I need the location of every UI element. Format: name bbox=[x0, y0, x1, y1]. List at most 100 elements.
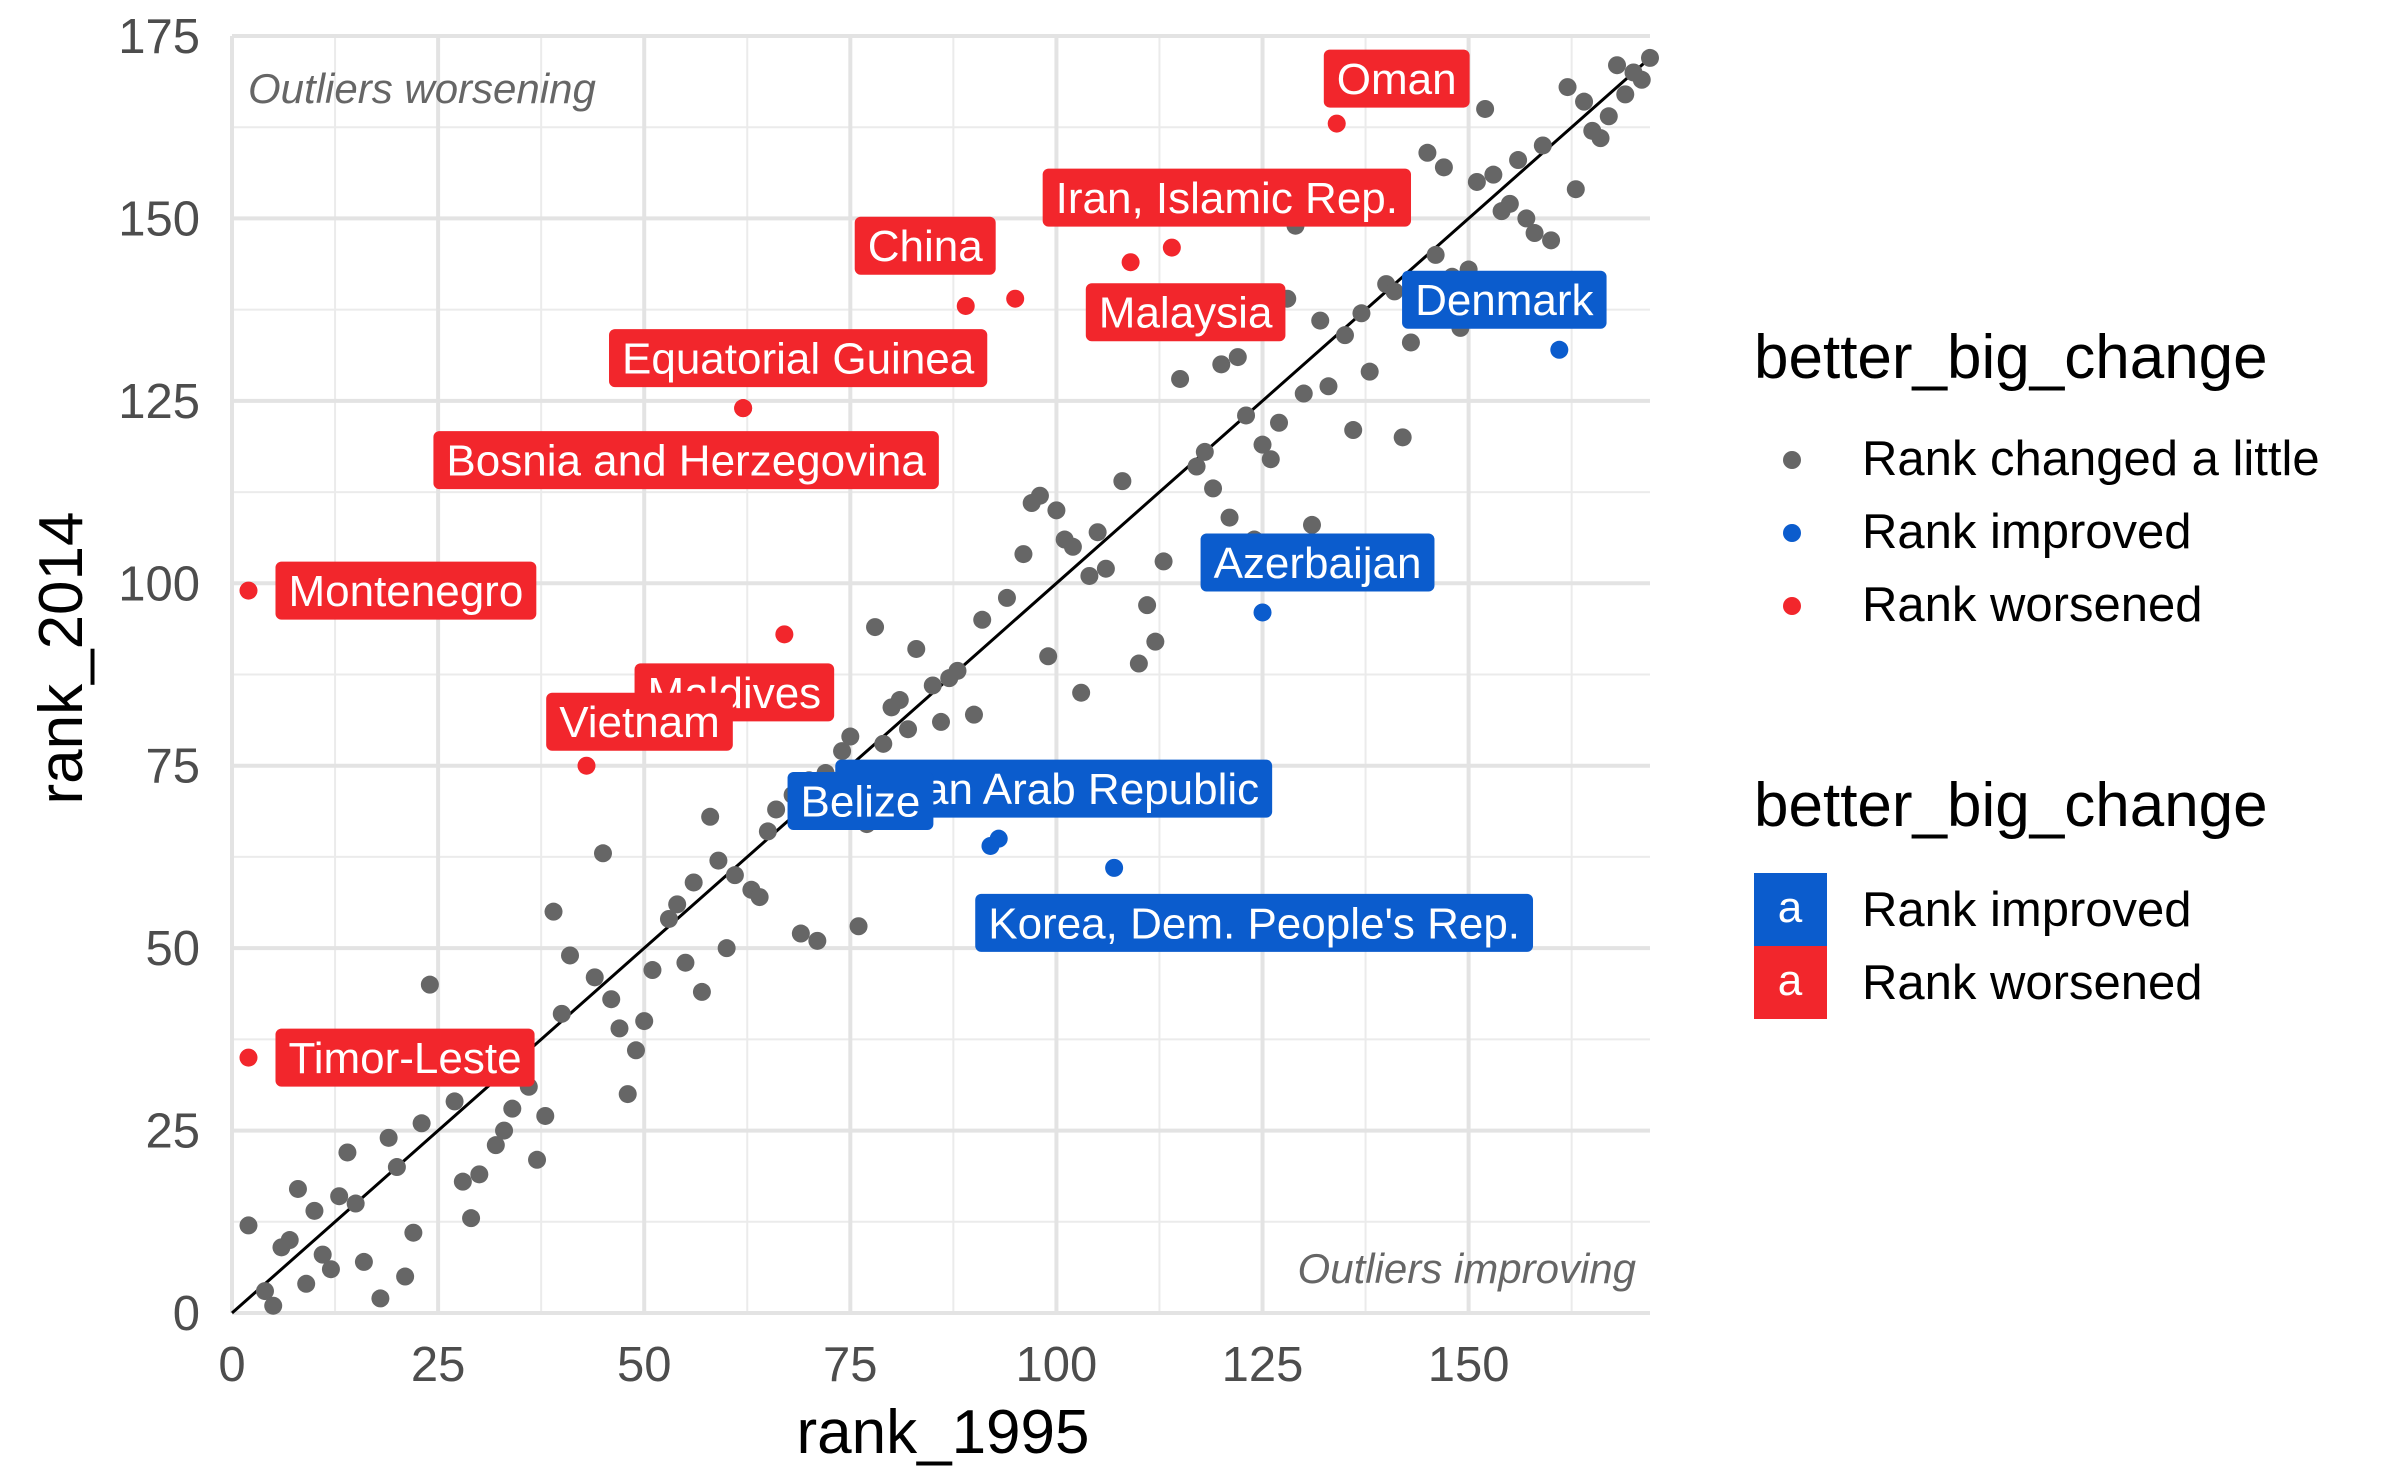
point-rank-changed-a-little bbox=[1608, 56, 1627, 75]
label-box bbox=[609, 329, 988, 388]
legend-labels-title: better_big_change bbox=[1754, 771, 2268, 840]
point-rank-changed-a-little bbox=[1146, 632, 1165, 651]
point-rank-changed-a-little bbox=[602, 990, 621, 1009]
point-rank-worsened bbox=[577, 756, 596, 775]
label-text: Montenegro bbox=[288, 567, 523, 616]
point-rank-changed-a-little bbox=[668, 895, 687, 914]
point-rank-changed-a-little bbox=[1575, 92, 1594, 111]
label-box bbox=[975, 893, 1534, 952]
label-text: Korea, Dem. People's Rep. bbox=[988, 899, 1520, 948]
point-rank-changed-a-little bbox=[486, 1136, 505, 1155]
point-rank-changed-a-little bbox=[1517, 209, 1536, 228]
point-rank-changed-a-little bbox=[684, 873, 703, 892]
point-rank-changed-a-little bbox=[1632, 70, 1651, 89]
point-rank-changed-a-little bbox=[1484, 165, 1503, 184]
point-rank-changed-a-little bbox=[470, 1165, 489, 1184]
point-rank-changed-a-little bbox=[321, 1260, 340, 1279]
point-rank-changed-a-little bbox=[338, 1143, 357, 1162]
point-rank-changed-a-little bbox=[1467, 172, 1486, 191]
point-rank-changed-a-little bbox=[453, 1172, 472, 1191]
point-rank-changed-a-little bbox=[659, 909, 678, 928]
point-rank-changed-a-little bbox=[255, 1282, 274, 1301]
point-rank-changed-a-little bbox=[964, 705, 983, 724]
point-rank-changed-a-little bbox=[1063, 537, 1082, 556]
point-rank-changed-a-little bbox=[1195, 442, 1214, 461]
point-rank-changed-a-little bbox=[767, 800, 786, 819]
point-rank-changed-a-little bbox=[692, 982, 711, 1001]
legend-key-improved-label: Rank improved bbox=[1862, 883, 2192, 937]
point-rank-changed-a-little bbox=[610, 1019, 629, 1038]
label-text: Bosnia and Herzegovina bbox=[446, 437, 926, 486]
label-azerbaijan: Azerbaijan bbox=[1200, 533, 1435, 592]
label-text: Azerbaijan bbox=[1214, 539, 1422, 588]
point-rank-changed-a-little bbox=[1047, 501, 1066, 520]
annotation-outliers-improving: Outliers improving bbox=[1298, 1245, 1636, 1292]
point-rank-changed-a-little bbox=[1212, 355, 1231, 374]
point-rank-changed-a-little bbox=[997, 588, 1016, 607]
point-rank-changed-a-little bbox=[1302, 515, 1321, 534]
legend-key-worsened-letter: a bbox=[1778, 956, 1803, 1005]
label-box bbox=[275, 1028, 535, 1087]
point-rank-changed-a-little bbox=[585, 968, 604, 987]
point-rank-changed-a-little bbox=[1138, 596, 1157, 615]
point-rank-changed-a-little bbox=[1533, 136, 1552, 155]
y-tick-label: 25 bbox=[145, 1105, 200, 1159]
point-rank-changed-a-little bbox=[635, 1012, 654, 1031]
y-tick-label: 75 bbox=[145, 740, 200, 794]
label-text: Belize bbox=[801, 777, 921, 826]
y-tick-label: 175 bbox=[118, 10, 200, 64]
point-rank-worsened bbox=[1121, 253, 1140, 272]
legend-points-title: better_big_change bbox=[1754, 323, 2268, 392]
point-rank-changed-a-little bbox=[1401, 333, 1420, 352]
point-rank-changed-a-little bbox=[676, 953, 695, 972]
label-box bbox=[1042, 168, 1412, 227]
point-rank-worsened bbox=[956, 296, 975, 315]
point-rank-worsened bbox=[239, 1048, 258, 1067]
point-rank-changed-a-little bbox=[297, 1274, 316, 1293]
point-rank-changed-a-little bbox=[1352, 304, 1371, 323]
label-box bbox=[546, 692, 733, 751]
point-rank-changed-a-little bbox=[874, 734, 893, 753]
point-rank-changed-a-little bbox=[412, 1114, 431, 1133]
legend-point-improved bbox=[1783, 524, 1801, 542]
point-rank-changed-a-little bbox=[1542, 231, 1561, 250]
label-text: Malaysia bbox=[1099, 289, 1273, 338]
point-rank-changed-a-little bbox=[1426, 245, 1445, 264]
y-tick-labels: 0 25 50 75 100 125 150 175 bbox=[118, 10, 200, 1341]
y-tick-label: 150 bbox=[118, 192, 200, 246]
point-rank-changed-a-little bbox=[626, 1041, 645, 1060]
label-equatorial-guinea: Equatorial Guinea bbox=[609, 329, 988, 388]
x-tick-labels: 0 25 50 75 100 125 150 bbox=[218, 1338, 1509, 1392]
label-box bbox=[787, 771, 934, 830]
point-rank-changed-a-little bbox=[404, 1223, 423, 1242]
point-rank-worsened bbox=[1006, 289, 1025, 308]
y-tick-label: 0 bbox=[173, 1287, 200, 1341]
point-rank-changed-a-little bbox=[280, 1231, 299, 1250]
label-box bbox=[1200, 533, 1435, 592]
point-rank-changed-a-little bbox=[1393, 428, 1412, 447]
point-rank-changed-a-little bbox=[932, 712, 950, 731]
point-rank-changed-a-little bbox=[239, 1216, 258, 1235]
legend-labels: better_big_change a Rank improved a Rank… bbox=[1754, 771, 2268, 1019]
label-box bbox=[854, 216, 996, 275]
label-denmark: Denmark bbox=[1402, 270, 1607, 329]
point-rank-changed-a-little bbox=[495, 1121, 514, 1140]
point-rank-changed-a-little bbox=[899, 720, 918, 739]
point-rank-changed-a-little bbox=[371, 1289, 390, 1308]
y-tick-label: 125 bbox=[118, 375, 200, 429]
x-axis-label: rank_1995 bbox=[796, 1398, 1089, 1467]
y-axis-label: rank_2014 bbox=[27, 511, 96, 804]
x-tick-label: 75 bbox=[823, 1338, 878, 1392]
point-rank-changed-a-little bbox=[1228, 348, 1247, 367]
point-rank-changed-a-little bbox=[1641, 48, 1659, 67]
legend-key-improved bbox=[1754, 873, 1827, 946]
label-vietnam: Vietnam bbox=[546, 692, 733, 751]
point-rank-changed-a-little bbox=[1525, 224, 1544, 243]
x-tick-label: 100 bbox=[1016, 1338, 1098, 1392]
label-china: China bbox=[854, 216, 996, 275]
point-rank-changed-a-little bbox=[923, 676, 942, 695]
point-rank-changed-a-little bbox=[462, 1209, 481, 1228]
legend-label-changed-little: Rank changed a little bbox=[1862, 432, 2320, 486]
point-rank-changed-a-little bbox=[420, 975, 439, 994]
point-rank-changed-a-little bbox=[701, 807, 720, 826]
